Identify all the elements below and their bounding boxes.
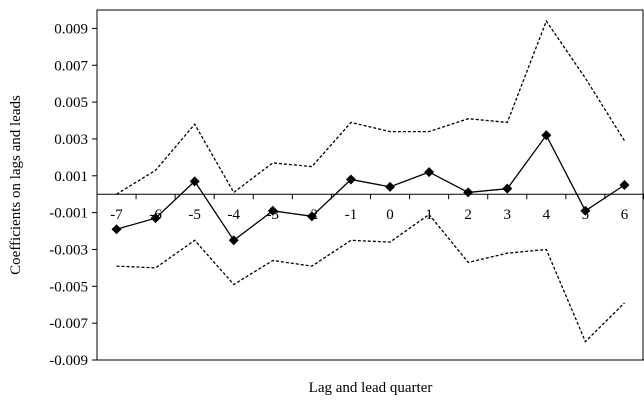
coefficient-point xyxy=(424,167,435,178)
coefficient-point xyxy=(267,205,278,216)
plot-area xyxy=(96,9,644,361)
x-tick-label: 2 xyxy=(464,207,472,223)
y-tick-label: -0.007 xyxy=(49,316,88,332)
x-tick-label: 6 xyxy=(621,207,629,223)
coefficient-point xyxy=(385,181,396,192)
upper-confidence-band xyxy=(116,19,626,195)
x-axis: -7-6-5-4-3-2-10123456 xyxy=(96,193,644,223)
coefficient-point xyxy=(189,176,200,187)
x-tick-label: -1 xyxy=(345,207,358,223)
lower-confidence-band xyxy=(116,213,625,343)
coefficient-point xyxy=(463,187,474,198)
y-tick-label: 0.003 xyxy=(54,132,88,148)
y-tick-label: -0.001 xyxy=(49,206,88,222)
x-tick-label: -4 xyxy=(228,207,241,223)
x-tick-label: -5 xyxy=(188,207,201,223)
coefficient-point xyxy=(345,174,356,185)
y-tick-label: 0.007 xyxy=(54,58,88,74)
y-tick-label: -0.009 xyxy=(49,353,88,369)
plot-border xyxy=(96,9,644,360)
series-layer xyxy=(111,19,630,343)
coefficient-point xyxy=(306,211,317,222)
y-tick-label: -0.003 xyxy=(49,242,88,258)
coefficient-point xyxy=(150,213,161,224)
x-axis-title: Lag and lead quarter xyxy=(309,380,433,396)
x-tick-label: 4 xyxy=(543,207,551,223)
coefficient-point xyxy=(580,205,591,216)
x-tick-label: 3 xyxy=(504,207,512,223)
y-tick-label: -0.005 xyxy=(49,279,88,295)
coefficient-point xyxy=(619,180,630,190)
coefficient-point xyxy=(111,224,122,235)
y-axis-title: Coefficients on lags and leads xyxy=(8,95,24,275)
coefficient-line xyxy=(116,134,625,242)
y-tick-label: 0.009 xyxy=(54,21,88,37)
y-axis: 0.009 0.007 0.005 0.003 0.001 -0.001 -0.003 -0.… xyxy=(49,21,97,369)
x-tick-label: -7 xyxy=(110,207,123,223)
y-tick-label: 0.005 xyxy=(54,95,88,111)
coefficient-point xyxy=(541,130,552,141)
coefficient-point xyxy=(502,183,513,194)
coefficient-point xyxy=(228,235,239,246)
y-tick-label: 0.001 xyxy=(54,169,88,185)
x-tick-label: 0 xyxy=(386,207,394,223)
